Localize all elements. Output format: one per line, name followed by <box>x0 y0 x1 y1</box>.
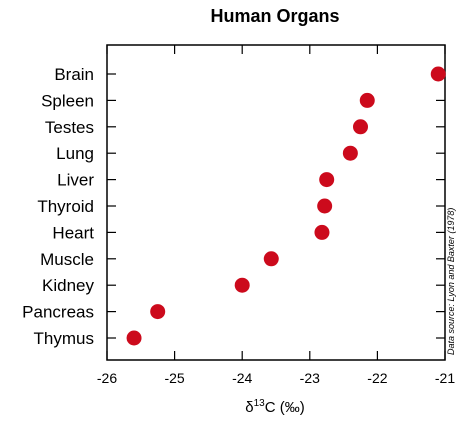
x-tick-label-24: -24 <box>232 370 252 386</box>
category-label-heart: Heart <box>52 223 94 242</box>
data-point-thyroid <box>317 198 333 214</box>
y-tick-marks <box>107 73 445 339</box>
x-tick-label-21: -21 <box>435 370 455 386</box>
category-label-muscle: Muscle <box>40 250 94 269</box>
x-axis-label-superscript: 13 <box>254 398 266 409</box>
x-tick-label-25: -25 <box>164 370 184 386</box>
data-point-pancreas <box>150 304 166 320</box>
x-tick-label-23: -23 <box>300 370 320 386</box>
x-axis-label-suffix: C (‰) <box>265 399 305 416</box>
x-tick-marks <box>106 45 446 360</box>
x-tick-label-22: -22 <box>367 370 387 386</box>
data-point-kidney <box>234 277 250 293</box>
category-label-kidney: Kidney <box>42 276 94 295</box>
data-point-testes <box>353 119 368 135</box>
data-point-heart <box>314 224 330 240</box>
category-label-testes: Testes <box>45 118 94 137</box>
data-points <box>126 66 446 346</box>
category-labels: Brain Spleen Testes Lung Liver Thyroid Heart Mu… <box>22 65 94 348</box>
chart-title: Human Organs <box>210 6 339 26</box>
x-axis-label-prefix: δ <box>245 399 253 416</box>
category-label-brain: Brain <box>54 65 94 84</box>
category-label-lung: Lung <box>56 144 94 163</box>
plot-frame <box>106 44 446 361</box>
data-point-thymus <box>126 330 142 346</box>
category-label-pancreas: Pancreas <box>22 303 94 322</box>
x-tick-labels: -26 -25 -24 -23 -22 -21 <box>97 370 455 386</box>
category-label-thymus: Thymus <box>34 329 94 348</box>
x-axis-label: δ13C (‰) <box>245 398 304 416</box>
x-tick-label-26: -26 <box>97 370 117 386</box>
category-label-spleen: Spleen <box>41 91 94 110</box>
data-point-muscle <box>263 251 279 267</box>
category-label-liver: Liver <box>57 171 94 190</box>
data-source-note: Data source: Lyon and Baxter (1978) <box>446 208 456 355</box>
data-point-spleen <box>359 92 375 108</box>
data-point-lung <box>342 145 358 161</box>
category-label-thyroid: Thyroid <box>37 197 94 216</box>
data-point-liver <box>319 172 335 188</box>
data-point-brain <box>430 66 446 82</box>
